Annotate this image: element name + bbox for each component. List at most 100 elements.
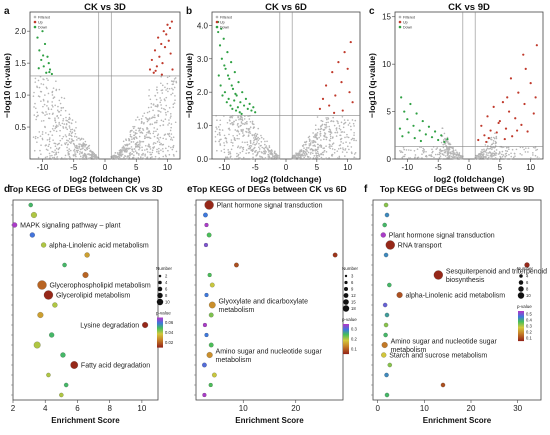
down-regulated-point [443,140,446,144]
filtered-point [72,154,75,157]
filtered-point [492,142,495,145]
filtered-point [495,135,498,138]
filtered-point [504,158,507,160]
size-legend-title: Number [342,266,359,271]
pathway-bubble [43,290,54,300]
pathway-label-line: metabolism [391,347,427,354]
up-regulated-point [509,77,513,80]
up-regulated-point [487,137,490,140]
pathway-bubble [208,312,214,318]
filtered-point [74,121,77,123]
filtered-point [48,112,51,115]
filtered-point [264,157,267,160]
filtered-point [342,148,345,151]
filtered-point [58,142,61,145]
filtered-point [34,81,37,83]
filtered-point [482,153,485,155]
pathway-bubble [440,382,446,388]
filtered-point [173,102,176,104]
filtered-point [241,141,244,143]
up-regulated-point [535,44,538,47]
filtered-point [54,154,56,156]
filtered-point [51,154,53,157]
filtered-point [319,133,321,135]
filtered-point [342,147,344,149]
filtered-point [421,153,423,156]
filtered-point [86,153,89,155]
filtered-point [491,153,493,155]
filtered-point [167,149,169,152]
filtered-point [449,143,452,146]
filtered-point [494,145,497,147]
filtered-point [438,156,441,159]
filtered-point [160,149,162,151]
filtered-point [529,157,532,159]
filtered-point [48,140,51,143]
filtered-point [335,129,338,131]
x-tick-label: 30 [513,404,522,413]
filtered-point [319,130,322,133]
filtered-point [64,142,66,145]
filtered-point [153,116,155,119]
pathway-label-line: Glyoxylate and dicarboxylate [218,299,308,306]
filtered-point [508,153,510,156]
color-legend-swatch [157,341,163,343]
filtered-point [244,141,246,144]
down-regulated-point [43,42,47,46]
filtered-point [320,153,323,156]
filtered-point [156,128,159,131]
filtered-point [489,155,492,157]
filtered-point [146,151,149,153]
color-legend-swatch [518,328,524,330]
pathway-label-line: biosynthesis [446,277,485,284]
pathway-bubble [382,222,387,228]
filtered-point [252,123,255,126]
filtered-point [521,146,524,149]
up-regulated-point [349,40,352,44]
filtered-point [246,123,248,125]
pathway-bubble [203,242,209,248]
filtered-point [343,122,346,125]
filtered-point [91,154,94,157]
filtered-point [32,95,35,97]
filtered-point [446,150,449,152]
filtered-point [493,152,496,155]
filtered-point [302,145,304,148]
filtered-point [173,78,176,80]
filtered-point [255,143,258,145]
filtered-point [332,142,335,144]
filtered-point [434,153,437,156]
down-regulated-point [235,94,238,97]
filtered-point [491,146,494,149]
filtered-point [344,149,346,151]
filtered-point [265,145,268,147]
filtered-point [64,157,66,160]
filtered-point [52,87,55,89]
filtered-point [42,83,45,86]
filtered-point [171,148,174,151]
filtered-point [58,121,60,124]
filtered-point [38,95,41,98]
filtered-point [153,114,156,116]
filtered-point [129,131,131,133]
filtered-point [340,141,342,143]
filtered-point [445,139,447,142]
filtered-point [515,148,518,151]
filtered-point [46,139,49,141]
filtered-point [42,105,44,108]
filtered-point [310,151,312,154]
up-regulated-point [162,30,165,33]
pathway-label-line: Fatty acid degradation [81,363,150,370]
up-regulated-point [516,129,519,132]
filtered-point [55,130,58,133]
filtered-point [401,151,404,154]
filtered-point [53,129,55,132]
filtered-point [316,137,319,140]
filtered-point [152,143,155,145]
filtered-point [299,149,301,152]
filtered-point [126,148,128,151]
filtered-point [480,157,483,159]
filtered-point [276,154,279,156]
filtered-point [252,156,254,159]
filtered-point [255,149,257,152]
